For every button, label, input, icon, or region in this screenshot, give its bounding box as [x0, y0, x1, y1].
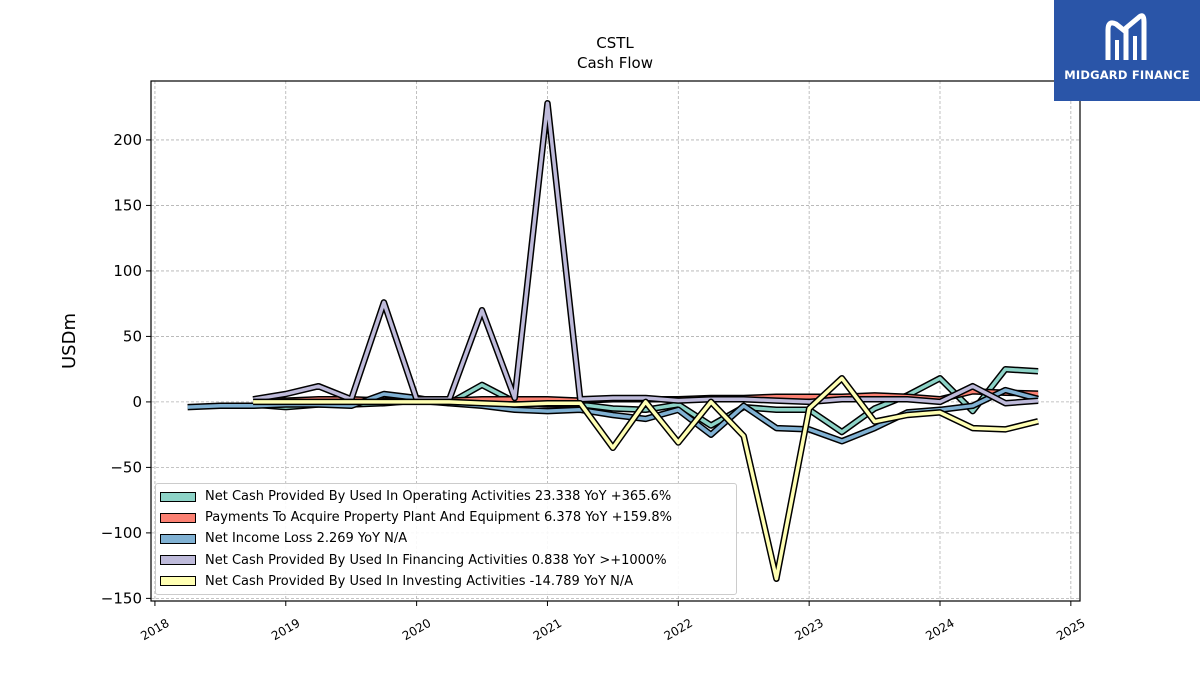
legend-item: Net Income Loss 2.269 YoY N/A: [156, 528, 736, 549]
x-tick-label: 2025: [1054, 616, 1087, 643]
x-tick-label: 2023: [792, 616, 825, 643]
series-lines: [187, 100, 1039, 582]
plot-frame: [150, 80, 1081, 602]
legend-swatch-operating: [160, 491, 196, 502]
legend-item: Net Cash Provided By Used In Financing A…: [156, 550, 736, 571]
x-tick-label: 2018: [138, 616, 171, 643]
midgard-m-logo-icon: [1105, 13, 1147, 60]
series-line-net-cash-provided-by-used-in-financing-activities: [252, 101, 1039, 405]
y-tick-label: −100: [101, 524, 142, 542]
y-tick-label: 200: [113, 131, 142, 149]
series-outline-net-cash-provided-by-used-in-financing-activities: [252, 100, 1039, 407]
chart-title: CSTL: [596, 34, 634, 52]
y-tick-label: 100: [113, 262, 142, 280]
legend-swatch-capex: [160, 512, 196, 523]
x-tick-label: 2024: [923, 616, 956, 643]
legend-item: Net Cash Provided By Used In Investing A…: [156, 571, 736, 592]
legend-item: Net Cash Provided By Used In Operating A…: [156, 486, 736, 507]
grid-lines: [151, 81, 1080, 601]
legend-label-investing: Net Cash Provided By Used In Investing A…: [205, 573, 634, 589]
legend-swatch-investing: [160, 576, 196, 587]
y-tick-label: 0: [132, 393, 142, 411]
legend-label-net-income: Net Income Loss 2.269 YoY N/A: [205, 531, 408, 547]
y-tick-label: −150: [101, 589, 142, 607]
chart-legend: Net Cash Provided By Used In Operating A…: [155, 483, 737, 595]
legend-item: Payments To Acquire Property Plant And E…: [156, 507, 736, 528]
legend-swatch-net-income: [160, 533, 196, 544]
series-line-net-cash-provided-by-used-in-investing-activities: [253, 376, 1039, 581]
chart-subtitle: Cash Flow: [577, 54, 653, 72]
x-tick-label: 2021: [531, 616, 564, 643]
y-tick-label: 150: [113, 196, 142, 214]
legend-label-financing: Net Cash Provided By Used In Financing A…: [205, 552, 667, 568]
x-tick-label: 2020: [400, 616, 433, 643]
y-axis-label: USDm: [59, 313, 80, 369]
legend-label-operating: Net Cash Provided By Used In Operating A…: [205, 489, 672, 505]
legend-label-capex: Payments To Acquire Property Plant And E…: [205, 510, 673, 526]
x-tick-label: 2022: [662, 616, 695, 643]
x-tick-label: 2019: [269, 616, 302, 643]
y-tick-label: −50: [110, 458, 142, 476]
logo-text: MIDGARD FINANCE: [1064, 68, 1190, 82]
legend-swatch-financing: [160, 555, 196, 566]
midgard-finance-logo: MIDGARD FINANCE: [1054, 0, 1200, 101]
y-tick-label: 50: [123, 327, 142, 345]
